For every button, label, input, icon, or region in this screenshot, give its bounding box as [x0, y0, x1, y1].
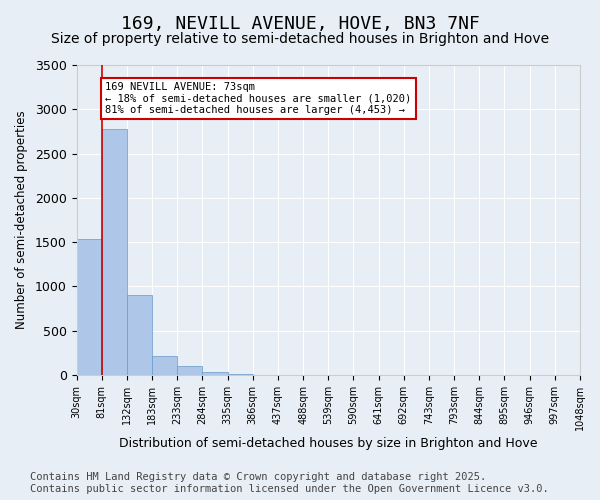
Text: 169, NEVILL AVENUE, HOVE, BN3 7NF: 169, NEVILL AVENUE, HOVE, BN3 7NF	[121, 15, 479, 33]
Bar	[227, 374, 253, 375]
Bar	[152, 356, 177, 375]
Bar	[202, 372, 227, 375]
Y-axis label: Number of semi-detached properties: Number of semi-detached properties	[15, 110, 28, 330]
Bar	[177, 366, 202, 375]
Bar	[77, 238, 102, 375]
Bar	[127, 296, 152, 375]
Text: Size of property relative to semi-detached houses in Brighton and Hove: Size of property relative to semi-detach…	[51, 32, 549, 46]
Text: 169 NEVILL AVENUE: 73sqm
← 18% of semi-detached houses are smaller (1,020)
81% o: 169 NEVILL AVENUE: 73sqm ← 18% of semi-d…	[106, 82, 412, 116]
X-axis label: Distribution of semi-detached houses by size in Brighton and Hove: Distribution of semi-detached houses by …	[119, 437, 538, 450]
Text: Contains HM Land Registry data © Crown copyright and database right 2025.
Contai: Contains HM Land Registry data © Crown c…	[30, 472, 549, 494]
Bar	[102, 129, 127, 375]
